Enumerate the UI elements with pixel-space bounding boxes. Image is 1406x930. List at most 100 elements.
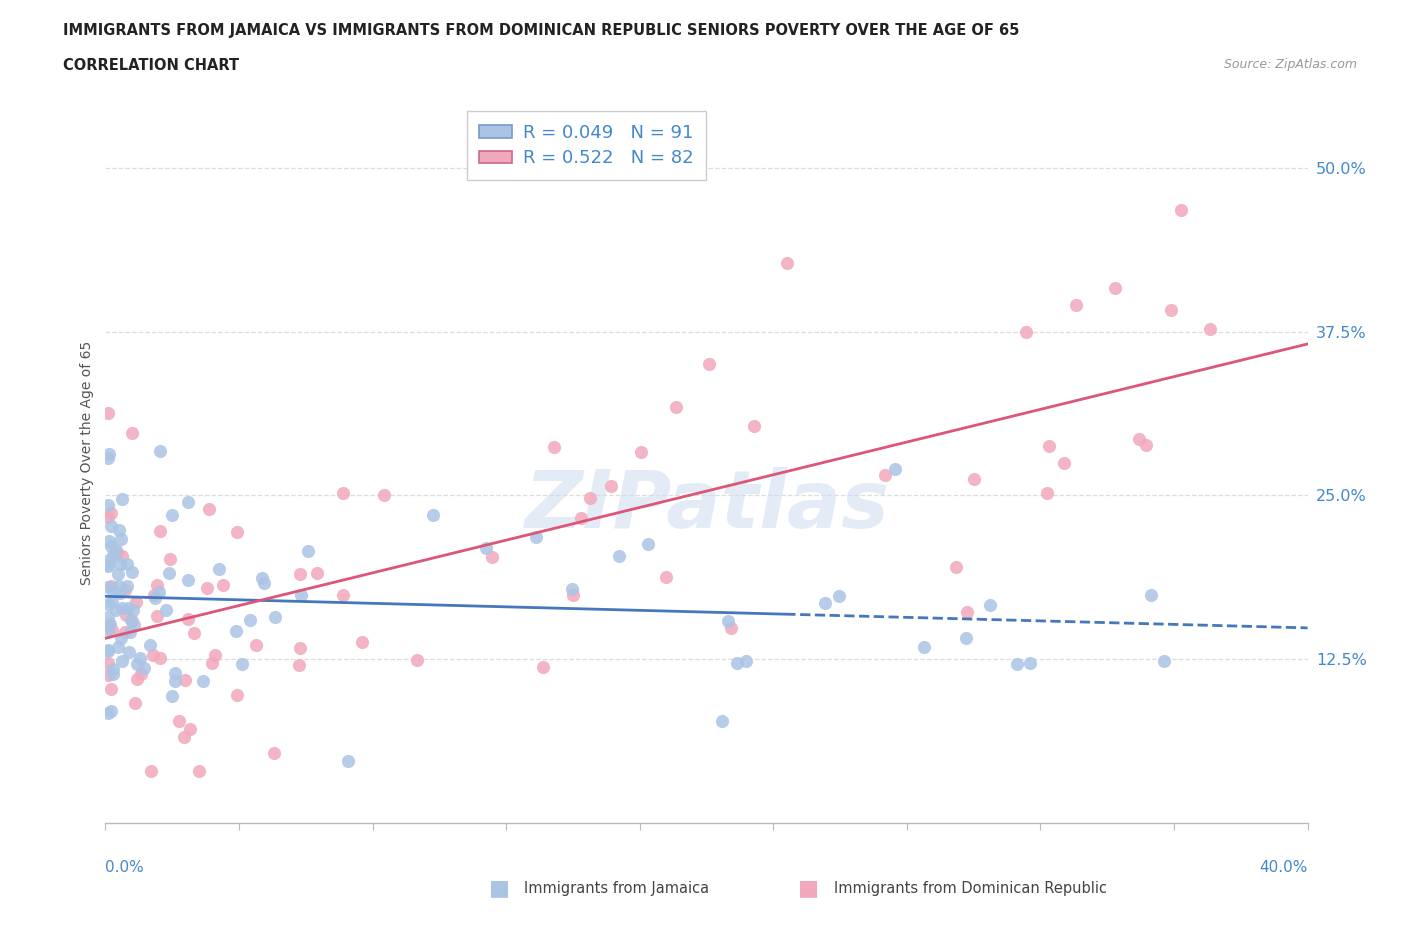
Text: 40.0%: 40.0% — [1260, 860, 1308, 875]
Point — [183, 626, 205, 641]
Point — [655, 569, 678, 584]
Point — [963, 472, 986, 486]
Point — [139, 764, 162, 778]
Point — [100, 518, 122, 533]
Point — [1140, 588, 1163, 603]
Point — [195, 580, 218, 595]
Point — [561, 581, 583, 596]
Point — [148, 585, 170, 600]
Point — [225, 623, 247, 638]
Point — [305, 565, 328, 580]
Point — [979, 597, 1001, 612]
Point — [125, 671, 148, 686]
Point — [107, 640, 129, 655]
Point — [97, 643, 120, 658]
Point — [543, 440, 565, 455]
Point — [481, 550, 503, 565]
Point — [100, 617, 122, 631]
Point — [776, 256, 799, 271]
Point — [204, 647, 226, 662]
Point — [142, 647, 165, 662]
Point — [115, 608, 138, 623]
Point — [912, 639, 935, 654]
Point — [955, 631, 977, 645]
Point — [97, 609, 120, 624]
Point — [177, 611, 200, 626]
Point — [1170, 203, 1192, 218]
Point — [1005, 657, 1028, 671]
Point — [97, 667, 120, 682]
Point — [132, 660, 155, 675]
Point — [97, 579, 120, 594]
Point — [114, 583, 136, 598]
Point — [117, 644, 139, 659]
Point — [122, 618, 145, 632]
Point — [145, 578, 167, 592]
Text: ZIPatlas: ZIPatlas — [524, 467, 889, 545]
Point — [290, 587, 312, 602]
Point — [108, 578, 131, 593]
Point — [105, 603, 128, 618]
Point — [422, 508, 444, 523]
Legend: R = 0.049   N = 91, R = 0.522   N = 82: R = 0.049 N = 91, R = 0.522 N = 82 — [467, 112, 706, 179]
Point — [97, 618, 120, 632]
Point — [711, 714, 734, 729]
Point — [120, 625, 142, 640]
Point — [288, 658, 311, 672]
Point — [117, 601, 139, 616]
Point — [1066, 298, 1088, 312]
Point — [159, 565, 181, 580]
Point — [143, 591, 166, 605]
Text: Source: ZipAtlas.com: Source: ZipAtlas.com — [1223, 58, 1357, 71]
Point — [100, 682, 122, 697]
Point — [1198, 322, 1220, 337]
Point — [139, 638, 162, 653]
Point — [193, 673, 215, 688]
Point — [945, 560, 967, 575]
Point — [1153, 654, 1175, 669]
Point — [108, 586, 131, 601]
Point — [288, 640, 311, 655]
Text: Immigrants from Jamaica: Immigrants from Jamaica — [524, 881, 710, 896]
Point — [108, 523, 131, 538]
Point — [97, 622, 120, 637]
Point — [155, 603, 177, 618]
Point — [131, 666, 153, 681]
Point — [734, 653, 756, 668]
Point — [101, 584, 124, 599]
Point — [149, 650, 172, 665]
Point — [124, 696, 146, 711]
Point — [97, 510, 120, 525]
Point — [226, 687, 249, 702]
Point — [1135, 438, 1157, 453]
Point — [97, 558, 120, 573]
Point — [742, 418, 765, 433]
Point — [97, 596, 120, 611]
Point — [110, 531, 132, 546]
Point — [250, 571, 273, 586]
Point — [725, 656, 748, 671]
Point — [121, 614, 143, 629]
Point — [111, 600, 134, 615]
Point — [198, 501, 221, 516]
Point — [579, 490, 602, 505]
Point — [336, 753, 359, 768]
Point — [630, 445, 652, 459]
Point — [1104, 280, 1126, 295]
Point — [100, 594, 122, 609]
Point — [1015, 325, 1038, 339]
Point — [607, 549, 630, 564]
Point — [149, 444, 172, 458]
Point — [97, 656, 120, 671]
Point — [111, 548, 134, 563]
Point — [97, 644, 120, 658]
Point — [173, 729, 195, 744]
Point — [125, 594, 148, 609]
Point — [1128, 432, 1150, 446]
Point — [188, 764, 211, 778]
Point — [717, 613, 740, 628]
Point — [637, 537, 659, 551]
Point — [253, 576, 276, 591]
Point — [145, 608, 167, 623]
Point — [288, 567, 311, 582]
